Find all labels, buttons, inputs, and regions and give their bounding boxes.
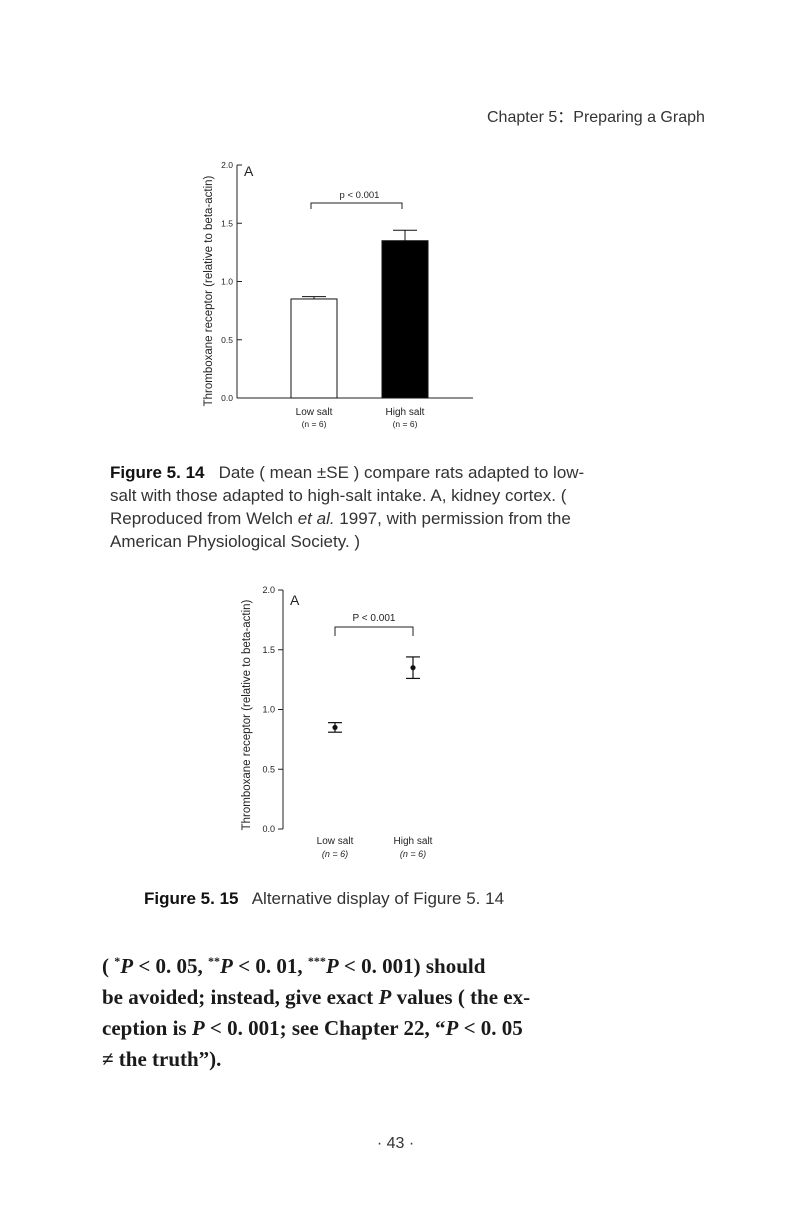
y-tick-label: 0.5 (221, 335, 233, 345)
figure-5-15-caption: Figure 5. 15 Alternative display of Figu… (144, 887, 624, 910)
y-tick-label: 1.5 (221, 218, 233, 228)
caption-text-end: 1997, with permission from the American … (110, 509, 571, 551)
x-tick-label: High salt (394, 836, 433, 847)
y-tick-label: 0.0 (262, 824, 275, 834)
x-tick-label: Low salt (296, 407, 333, 418)
figure-5-14-chart: Thromboxane receptor (relative to beta-a… (203, 160, 473, 429)
panel-label: A (244, 163, 254, 179)
x-tick-label: Low salt (317, 836, 354, 847)
x-tick-sublabel: (n = 6) (393, 419, 418, 429)
bar (290, 298, 338, 399)
data-point (332, 724, 338, 731)
significance-label: p < 0.001 (340, 190, 380, 201)
body-line-1: ( *P < 0. 05, **P < 0. 01, ***P < 0. 001… (102, 954, 486, 978)
y-tick-label: 0.5 (262, 764, 275, 774)
x-tick-sublabel: (n = 6) (302, 419, 327, 429)
y-axis-label: Thromboxane receptor (relative to beta-a… (241, 599, 253, 830)
caption-label: Figure 5. 15 (144, 889, 239, 908)
y-tick-label: 1.0 (221, 277, 233, 287)
figure-5-14-caption: Figure 5. 14 Date ( mean ±SE ) compare r… (110, 461, 585, 553)
caption-italic: et al. (297, 509, 335, 528)
body-line-3: ception is P < 0. 001; see Chapter 22, “… (102, 1016, 523, 1040)
x-tick-sublabel: (n = 6) (400, 849, 426, 859)
caption-text: Date ( mean ±SE ) compare rats adapted t… (110, 463, 585, 528)
figure-5-15-chart: Thromboxane receptor (relative to beta-a… (241, 585, 433, 859)
y-tick-label: 2.0 (262, 585, 275, 595)
page-number: · 43 · (376, 1135, 415, 1152)
significance-bracket (334, 626, 414, 636)
data-point (410, 665, 416, 671)
y-tick-label: 0.0 (221, 393, 233, 403)
y-tick-label: 1.0 (262, 705, 275, 715)
caption-label: Figure 5. 14 (110, 463, 205, 482)
body-line-4: ≠ the truth”). (102, 1047, 222, 1071)
running-head: Chapter 5：Preparing a Graph (487, 109, 705, 126)
significance-label: P < 0.001 (353, 613, 396, 624)
y-tick-label: 2.0 (221, 160, 233, 170)
caption-text: Alternative display of Figure 5. 14 (251, 889, 505, 908)
body-paragraph: ( *P < 0. 05, **P < 0. 01, ***P < 0. 001… (102, 946, 582, 1075)
significance-bracket (310, 202, 403, 209)
y-tick-label: 1.5 (262, 645, 275, 655)
x-tick-sublabel: (n = 6) (322, 849, 348, 859)
body-line-2: be avoided; instead, give exact P values… (102, 985, 531, 1009)
y-axis-label: Thromboxane receptor (relative to beta-a… (203, 175, 215, 406)
bar (381, 240, 429, 399)
x-tick-label: High salt (386, 407, 425, 418)
panel-label: A (290, 592, 300, 608)
